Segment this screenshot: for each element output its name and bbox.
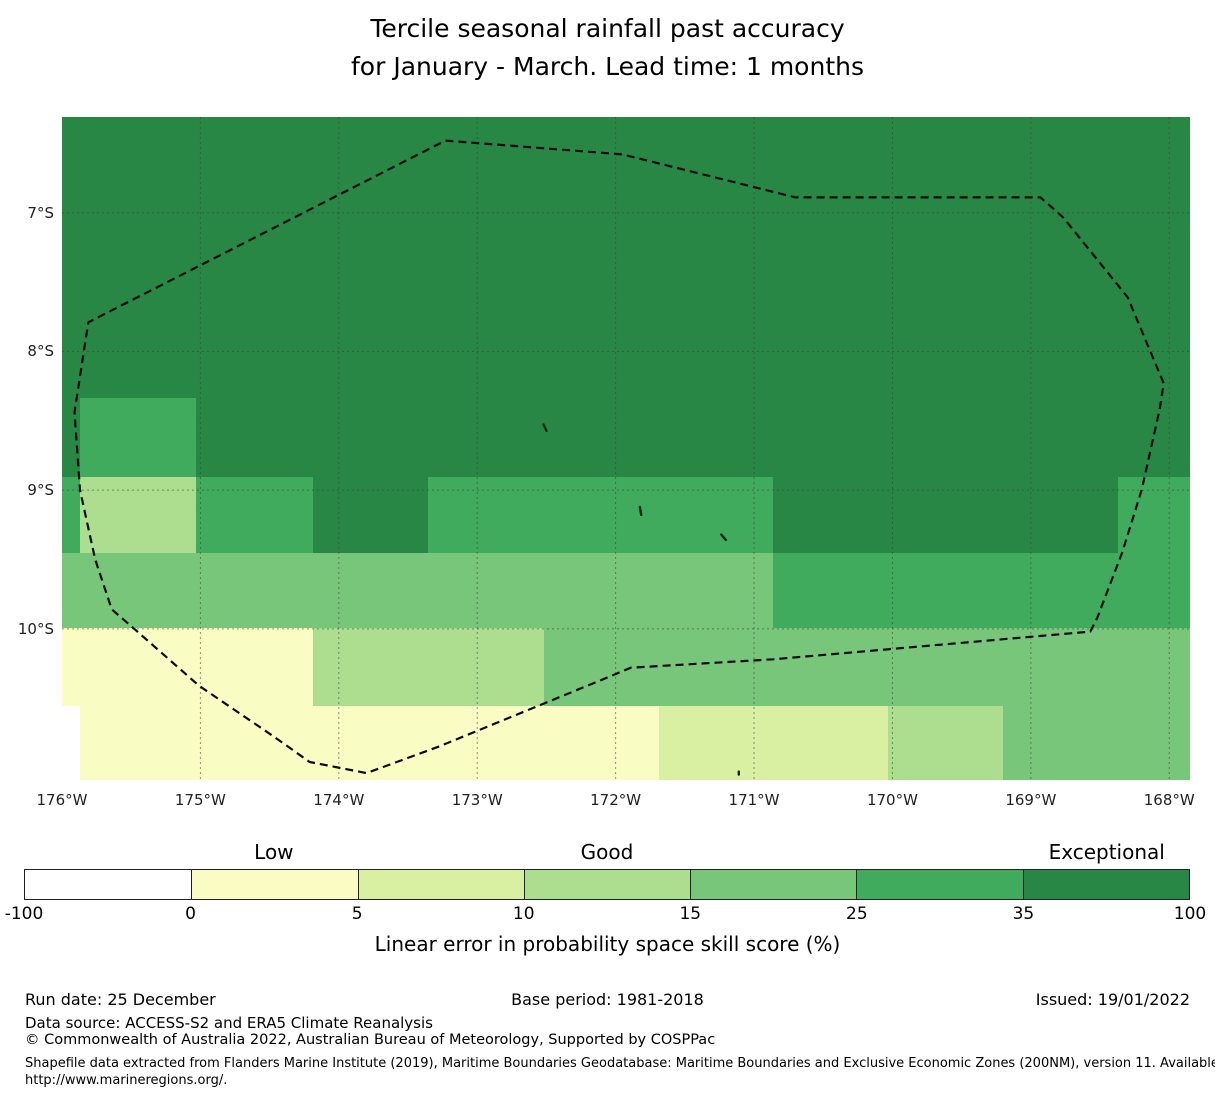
colorbar-tick-label: 10	[512, 904, 535, 924]
y-tick-label: 9°S	[27, 481, 54, 500]
x-tick-label: 175°W	[174, 791, 226, 809]
map-cell	[1118, 476, 1190, 553]
x-tick-label: 169°W	[1005, 791, 1057, 809]
colorbar-category-label: Exceptional	[1048, 840, 1165, 864]
y-tick-label: 8°S	[27, 342, 54, 361]
colorbar-tick-label: 0	[185, 904, 196, 924]
footer-run-date: Run date: 25 December	[25, 990, 216, 1009]
map-cell	[312, 628, 544, 706]
map-cell	[62, 397, 80, 477]
footer-shapefile-citation-line-2: http://www.marineregions.org/.	[25, 1073, 228, 1088]
colorbar-tick-label: 25	[846, 904, 868, 924]
colorbar-segment	[523, 870, 691, 899]
map-cell	[773, 476, 1119, 553]
colorbar-category-label: Good	[580, 840, 634, 864]
map-cell	[79, 705, 659, 780]
colorbar-segment	[191, 870, 358, 899]
map-cell	[196, 397, 1190, 477]
colorbar-tick-label: 35	[1012, 904, 1035, 924]
footer-shapefile-citation-line-1: Shapefile data extracted from Flanders M…	[25, 1056, 1215, 1071]
colorbar-tick-label: 5	[351, 904, 363, 924]
colorbar	[24, 869, 1190, 900]
x-tick-label: 176°W	[36, 791, 88, 809]
map-cell	[62, 705, 80, 780]
map-cell	[428, 476, 774, 553]
y-tick-label: 10°S	[17, 619, 54, 638]
x-tick-label: 170°W	[866, 791, 918, 809]
footer-copyright: © Commonwealth of Australia 2022, Austra…	[25, 1032, 716, 1048]
map-cell	[196, 476, 313, 553]
map-cell	[79, 476, 197, 553]
eez-boundary-line	[73, 139, 1165, 775]
map-cells-layer	[62, 117, 1190, 780]
x-tick-label: 172°W	[590, 791, 642, 809]
x-tick-label: 171°W	[728, 791, 780, 809]
footer-data-source: Data source: ACCESS-S2 and ERA5 Climate …	[25, 1014, 433, 1032]
colorbar-segment	[25, 870, 192, 899]
colorbar-segment	[357, 870, 524, 899]
island-mark	[542, 423, 548, 433]
colorbar-tick-label: -100	[4, 904, 44, 924]
map-cell	[888, 705, 1004, 780]
map-cell	[312, 476, 429, 553]
chart-title-line-2: for January - March. Lead time: 1 months	[351, 52, 864, 81]
map-overlay	[62, 117, 1190, 780]
chart-title-line-1: Tercile seasonal rainfall past accuracy	[370, 14, 845, 43]
map-cell	[773, 552, 1190, 629]
colorbar-segment	[856, 870, 1023, 899]
island-mark	[638, 505, 643, 517]
island-mark	[720, 533, 728, 542]
footer-base-period: Base period: 1981-2018	[511, 990, 704, 1009]
footer-issued: Issued: 19/01/2022	[1035, 990, 1190, 1009]
map-cell	[62, 628, 313, 706]
x-tick-label: 168°W	[1143, 791, 1195, 809]
chart-title: Tercile seasonal rainfall past accuracy …	[0, 10, 1215, 86]
colorbar-category-label: Low	[254, 840, 294, 864]
x-tick-label: 174°W	[313, 791, 365, 809]
colorbar-segment	[1022, 870, 1189, 899]
colorbar-tick-label: 100	[1173, 904, 1207, 924]
map-cell	[62, 476, 80, 553]
map-plot-area	[62, 117, 1190, 780]
map-cell	[658, 705, 889, 780]
map-cell	[79, 397, 197, 477]
map-cell	[1003, 705, 1190, 780]
map-cell	[62, 552, 774, 629]
colorbar-caption: Linear error in probability space skill …	[374, 932, 841, 956]
colorbar-segment	[690, 870, 857, 899]
y-tick-label: 7°S	[27, 203, 54, 222]
colorbar-tick-label: 15	[679, 904, 702, 924]
x-tick-label: 173°W	[451, 791, 503, 809]
